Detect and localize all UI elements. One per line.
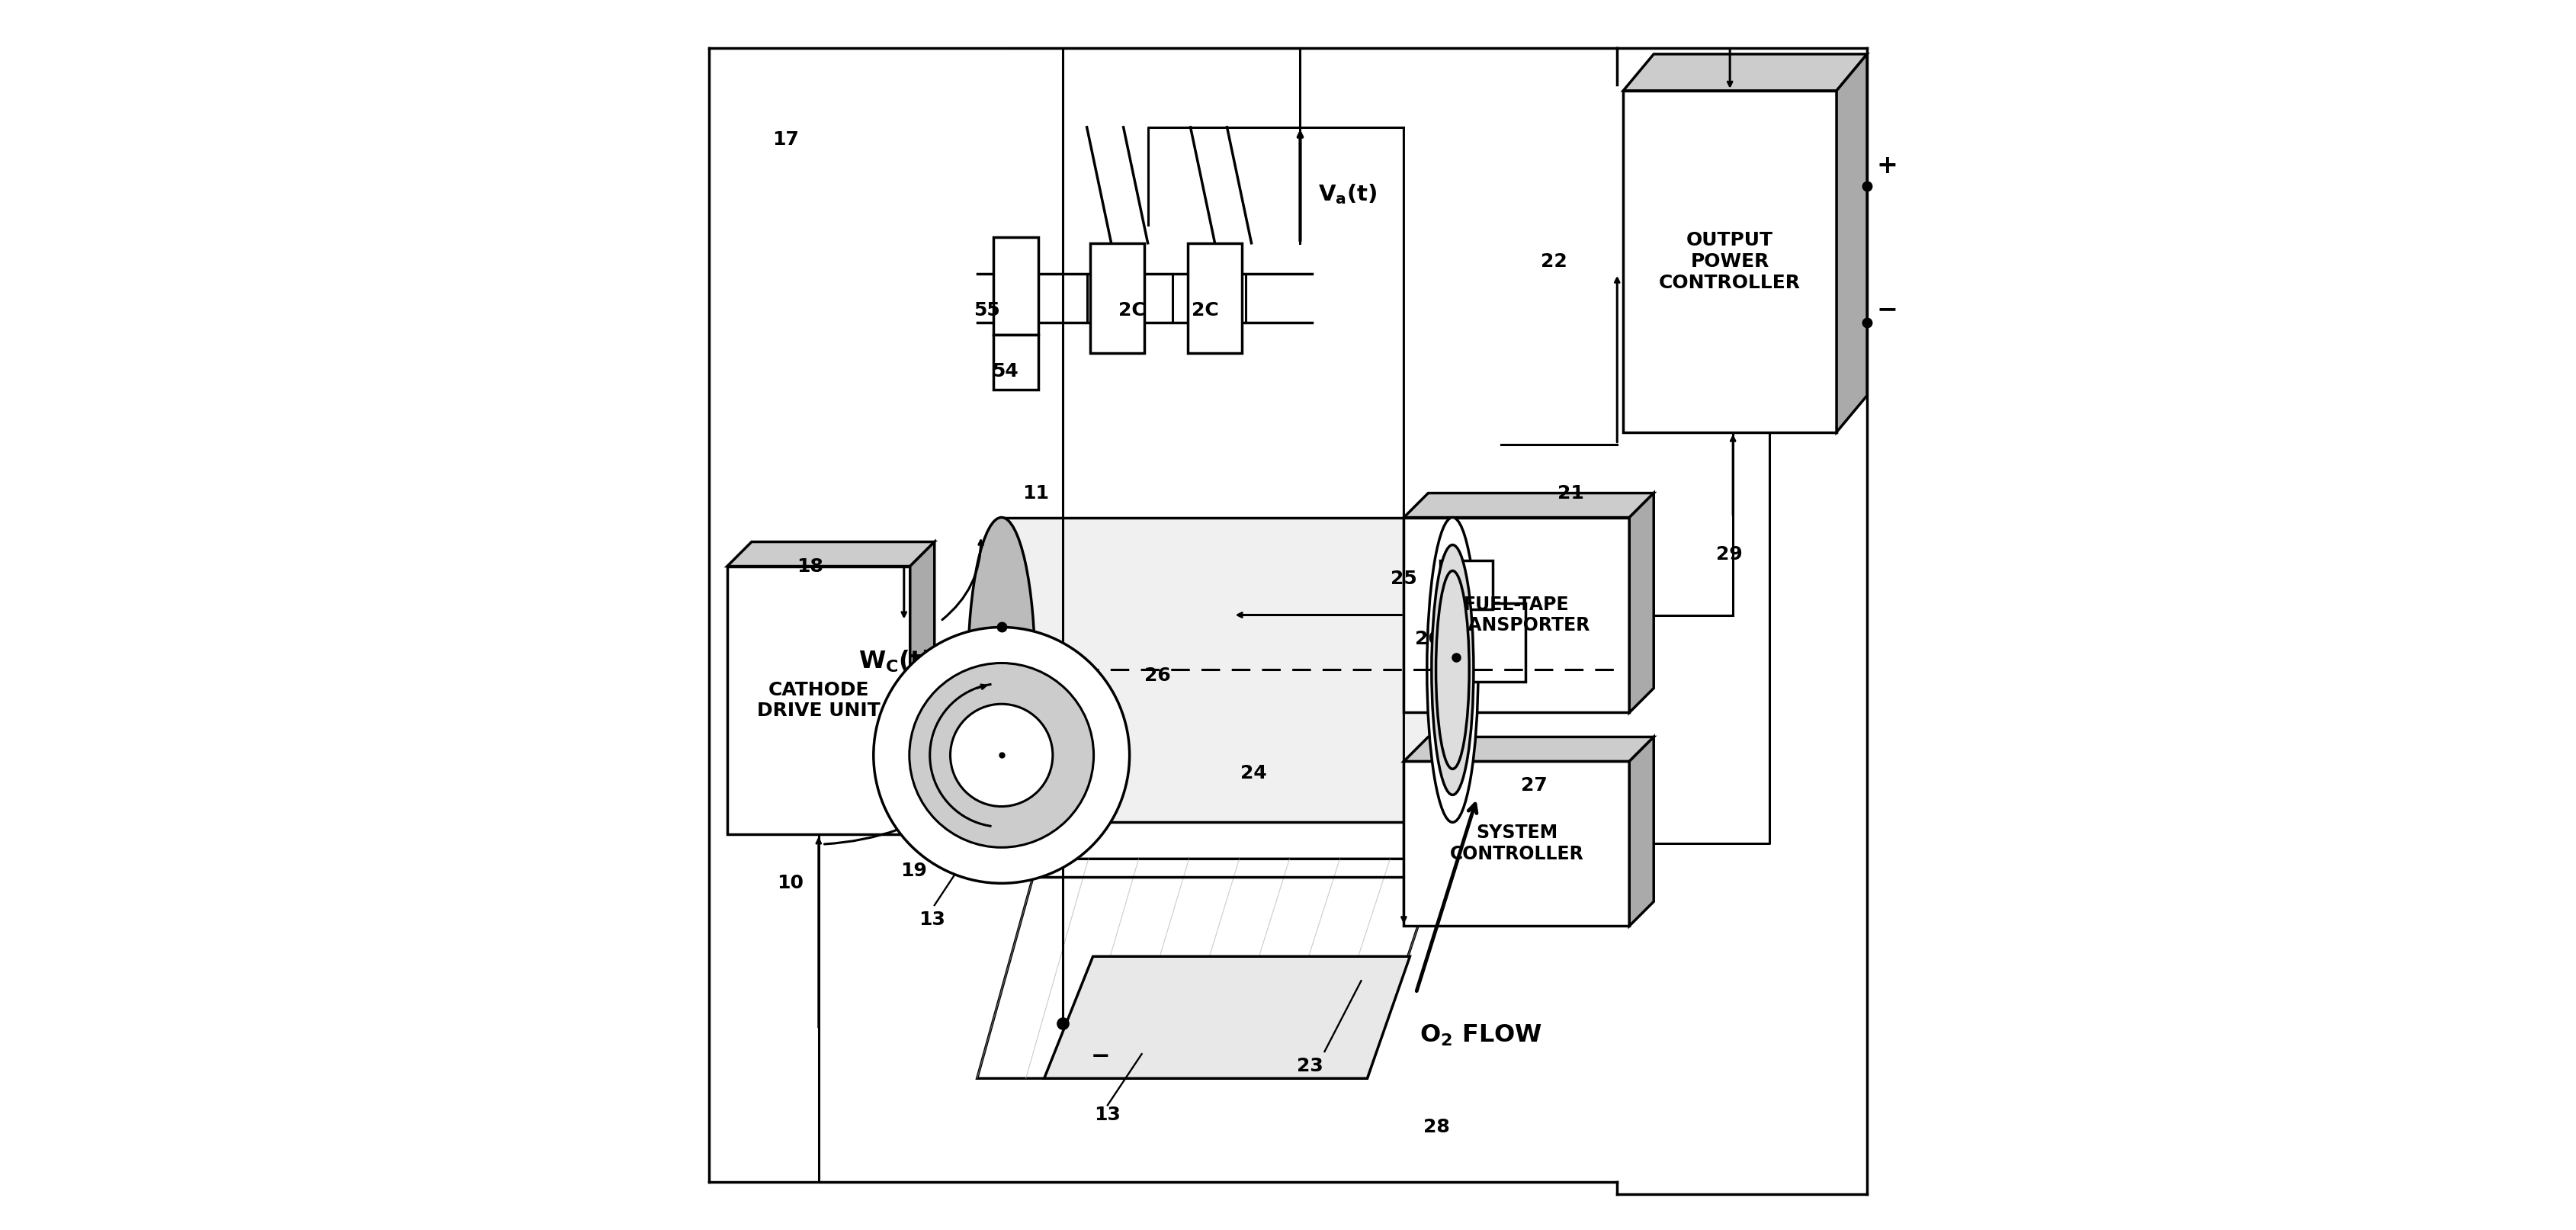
Polygon shape — [1440, 560, 1494, 609]
Text: OUTPUT
POWER
CONTROLLER: OUTPUT POWER CONTROLLER — [1659, 231, 1801, 292]
Polygon shape — [1623, 91, 1837, 432]
Polygon shape — [1188, 244, 1242, 353]
Polygon shape — [1002, 518, 1453, 823]
Polygon shape — [1837, 54, 1868, 432]
Text: 21: 21 — [1558, 483, 1584, 502]
Text: 13: 13 — [920, 910, 945, 929]
Text: +: + — [1466, 632, 1489, 658]
Polygon shape — [1043, 957, 1409, 1079]
Polygon shape — [1623, 54, 1868, 91]
Text: 18: 18 — [796, 557, 824, 576]
Text: 11: 11 — [1023, 483, 1048, 502]
Text: +: + — [1878, 154, 1899, 178]
Polygon shape — [1090, 244, 1144, 353]
Text: 24: 24 — [1242, 764, 1267, 782]
Polygon shape — [1631, 493, 1654, 712]
Polygon shape — [1404, 761, 1631, 926]
Polygon shape — [726, 566, 909, 834]
Ellipse shape — [1435, 571, 1468, 769]
Text: 26: 26 — [1144, 667, 1172, 685]
Text: $\mathbf{O_2}$ FLOW: $\mathbf{O_2}$ FLOW — [1419, 1023, 1543, 1048]
Text: 28: 28 — [1425, 1118, 1450, 1137]
Polygon shape — [1631, 737, 1654, 926]
Polygon shape — [726, 542, 935, 566]
Text: 22: 22 — [1540, 252, 1566, 271]
Polygon shape — [1404, 737, 1654, 761]
Text: FUEL-TAPE
TRANSPORTER: FUEL-TAPE TRANSPORTER — [1443, 595, 1589, 635]
Text: 25: 25 — [1391, 569, 1417, 588]
Text: 54: 54 — [992, 362, 1018, 380]
Text: 13: 13 — [1095, 1106, 1121, 1124]
Text: 55: 55 — [974, 301, 999, 320]
Polygon shape — [976, 859, 1440, 1079]
Text: 26: 26 — [1414, 630, 1443, 648]
Circle shape — [951, 704, 1054, 807]
Text: 2C: 2C — [1193, 301, 1218, 320]
Text: 19: 19 — [902, 862, 927, 881]
Text: 2C: 2C — [1118, 301, 1146, 320]
Text: SYSTEM
CONTROLLER: SYSTEM CONTROLLER — [1450, 824, 1584, 863]
Text: 10: 10 — [778, 875, 804, 893]
Text: −: − — [1090, 1046, 1110, 1068]
Ellipse shape — [969, 518, 1036, 823]
Text: $\mathbf{V_a(t)}$: $\mathbf{V_a(t)}$ — [1319, 182, 1378, 207]
Polygon shape — [1404, 518, 1631, 712]
Circle shape — [873, 627, 1128, 883]
Text: $\mathbf{W_C(t)}$: $\mathbf{W_C(t)}$ — [858, 648, 933, 674]
Text: 17: 17 — [773, 130, 799, 149]
Ellipse shape — [1427, 518, 1479, 823]
Text: CATHODE
DRIVE UNIT: CATHODE DRIVE UNIT — [757, 680, 881, 720]
Text: 23: 23 — [1296, 1057, 1324, 1075]
Polygon shape — [909, 542, 935, 834]
Ellipse shape — [1432, 545, 1473, 795]
Text: −: − — [1878, 296, 1899, 322]
Polygon shape — [992, 335, 1038, 390]
Text: 27: 27 — [1520, 776, 1548, 795]
Text: 29: 29 — [1716, 545, 1741, 563]
Polygon shape — [1468, 603, 1525, 683]
Circle shape — [909, 663, 1095, 847]
Polygon shape — [992, 237, 1038, 335]
Polygon shape — [1404, 493, 1654, 518]
